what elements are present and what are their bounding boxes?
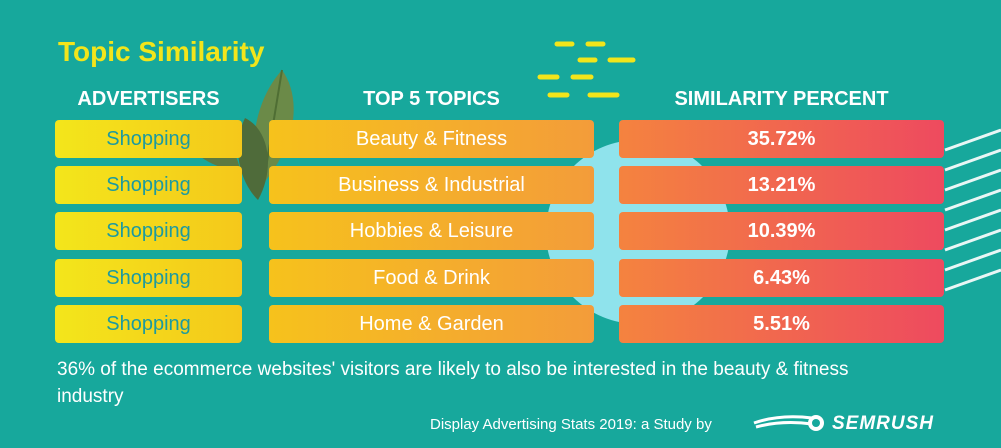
semrush-logo-icon [753, 415, 824, 431]
percent-cell: 5.51% [619, 305, 944, 343]
summary-note: 36% of the ecommerce websites' visitors … [57, 359, 849, 407]
topic-cell: Home & Garden [269, 305, 594, 343]
topic-cell: Food & Drink [269, 259, 594, 297]
percent-cell: 6.43% [619, 259, 944, 297]
advertiser-cell: Shopping [55, 259, 242, 297]
advertiser-cell: Shopping [55, 120, 242, 158]
page-title: Topic Similarity [58, 36, 265, 67]
percent-cell: 35.72% [619, 120, 944, 158]
column-header-similarity: SIMILARITY PERCENT [674, 88, 889, 110]
dash-decoration [537, 41, 636, 98]
percent-cell: 10.39% [619, 212, 944, 250]
advertiser-cell: Shopping [55, 166, 242, 204]
percent-cell: 13.21% [619, 166, 944, 204]
stripe-decoration [944, 128, 1001, 292]
semrush-brand-text: SEMRUSH [832, 413, 935, 434]
column-header-advertisers: ADVERTISERS [77, 88, 220, 110]
topic-cell: Beauty & Fitness [269, 120, 594, 158]
advertiser-cell: Shopping [55, 305, 242, 343]
topic-cell: Hobbies & Leisure [269, 212, 594, 250]
column-header-topics: TOP 5 TOPICS [363, 88, 500, 110]
advertiser-cell: Shopping [55, 212, 242, 250]
source-credit: Display Advertising Stats 2019: a Study … [430, 416, 712, 433]
topic-cell: Business & Industrial [269, 166, 594, 204]
